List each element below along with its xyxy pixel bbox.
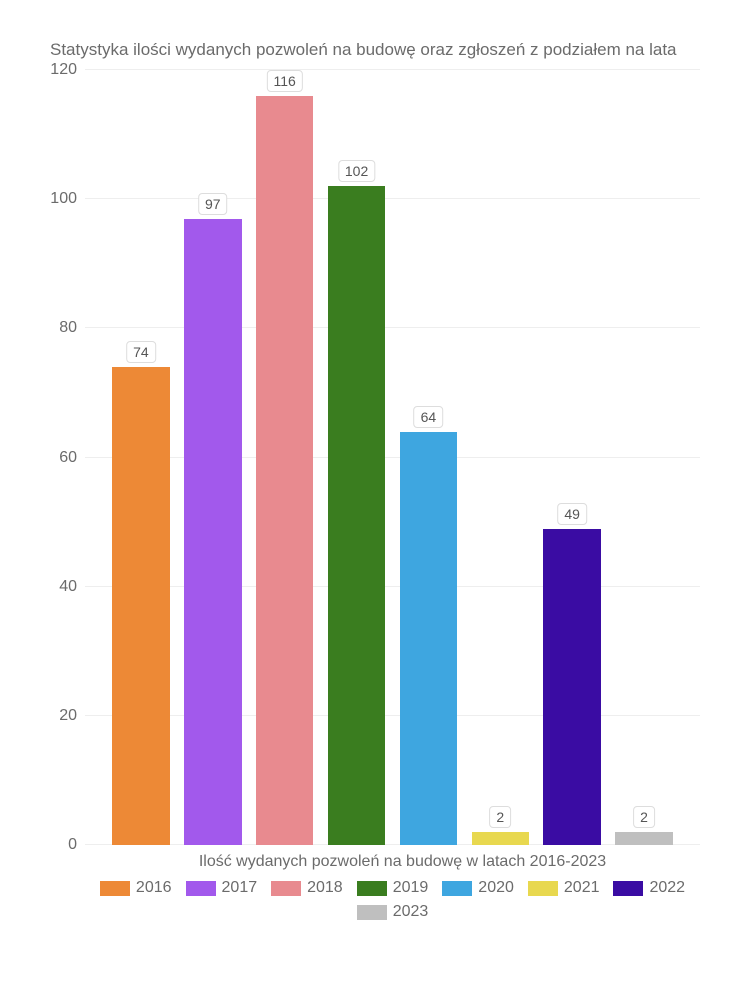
legend-label: 2020 xyxy=(478,879,514,897)
legend-swatch xyxy=(613,881,643,896)
legend-label: 2021 xyxy=(564,879,600,897)
legend-item-2021: 2021 xyxy=(528,879,600,897)
legend: 2016 2017 2018 2019 2020 2021 2022 2023 xyxy=(85,879,700,921)
y-tick-label: 0 xyxy=(68,836,77,854)
legend-swatch xyxy=(442,881,472,896)
legend-item-2023: 2023 xyxy=(357,903,429,921)
legend-swatch xyxy=(186,881,216,896)
bar-2018: 116 xyxy=(256,96,314,845)
legend-swatch xyxy=(357,905,387,920)
bar-value-label: 97 xyxy=(198,193,228,215)
bar-value-label: 49 xyxy=(557,503,587,525)
y-tick-label: 40 xyxy=(59,578,77,596)
legend-item-2020: 2020 xyxy=(442,879,514,897)
bar-value-label: 64 xyxy=(414,406,444,428)
bars-area: 7497116102642492 xyxy=(105,70,680,845)
bar-2020: 64 xyxy=(400,432,458,845)
bar-2016: 74 xyxy=(112,367,170,845)
y-tick-label: 100 xyxy=(50,190,77,208)
y-tick-label: 80 xyxy=(59,319,77,337)
y-tick-label: 20 xyxy=(59,707,77,725)
bar-2019: 102 xyxy=(328,186,386,845)
bar-value-label: 2 xyxy=(489,806,511,828)
bar-2017: 97 xyxy=(184,219,242,845)
legend-label: 2019 xyxy=(393,879,429,897)
legend-label: 2018 xyxy=(307,879,343,897)
bar-value-label: 102 xyxy=(338,160,375,182)
legend-item-2016: 2016 xyxy=(100,879,172,897)
bar-2022: 49 xyxy=(543,529,601,845)
legend-swatch xyxy=(271,881,301,896)
legend-label: 2022 xyxy=(649,879,685,897)
bar-value-label: 74 xyxy=(126,341,156,363)
legend-swatch xyxy=(357,881,387,896)
x-axis-label: Ilość wydanych pozwoleń na budowę w lata… xyxy=(85,853,720,871)
y-axis: 020406080100120 xyxy=(45,70,85,845)
legend-item-2019: 2019 xyxy=(357,879,429,897)
legend-label: 2016 xyxy=(136,879,172,897)
legend-label: 2017 xyxy=(222,879,258,897)
bar-value-label: 116 xyxy=(267,70,303,92)
plot-area: 020406080100120 7497116102642492 xyxy=(85,70,700,845)
legend-swatch xyxy=(100,881,130,896)
bar-value-label: 2 xyxy=(633,806,655,828)
chart-container: Statystyka ilości wydanych pozwoleń na b… xyxy=(40,40,720,960)
y-tick-label: 60 xyxy=(59,449,77,467)
legend-item-2017: 2017 xyxy=(186,879,258,897)
legend-swatch xyxy=(528,881,558,896)
bar-2023: 2 xyxy=(615,832,673,845)
legend-item-2022: 2022 xyxy=(613,879,685,897)
y-tick-label: 120 xyxy=(50,61,77,79)
legend-label: 2023 xyxy=(393,903,429,921)
legend-item-2018: 2018 xyxy=(271,879,343,897)
chart-title: Statystyka ilości wydanych pozwoleń na b… xyxy=(40,40,720,60)
bar-2021: 2 xyxy=(472,832,530,845)
